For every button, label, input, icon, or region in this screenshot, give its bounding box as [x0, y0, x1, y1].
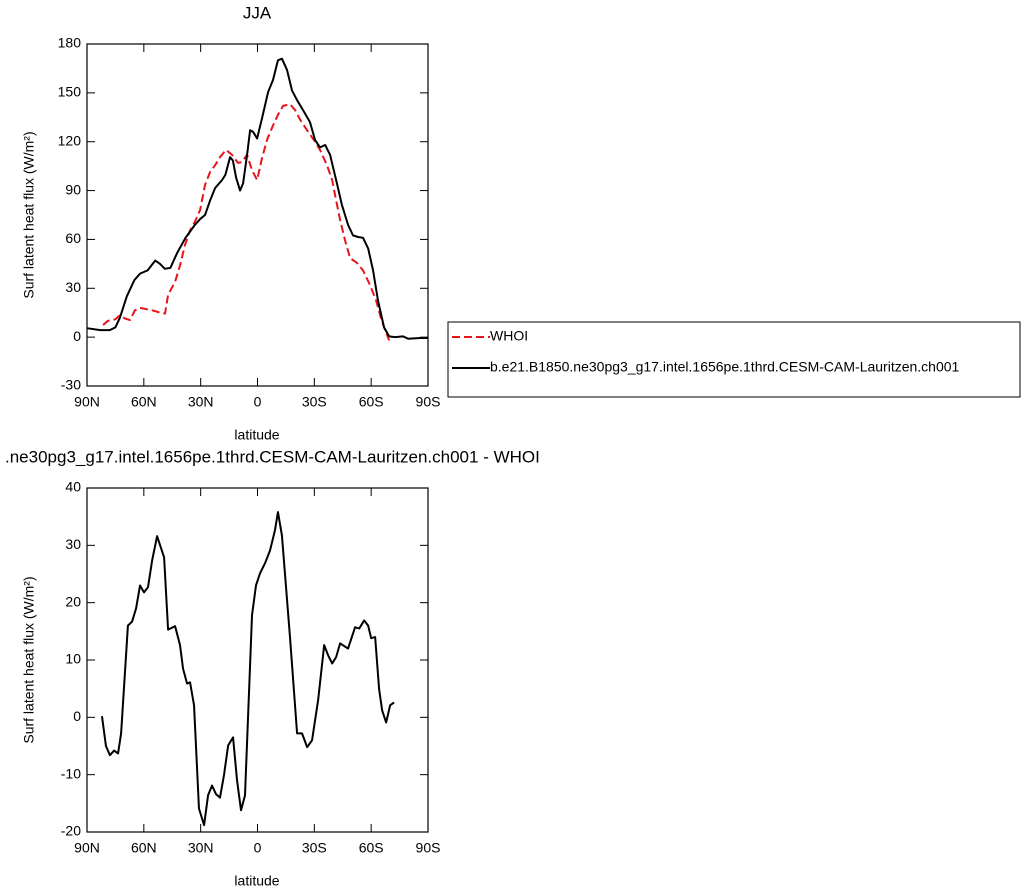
- x-tick-label: 0: [254, 840, 262, 856]
- y-tick-label: 10: [65, 651, 81, 667]
- plot-frame: [86, 43, 429, 387]
- y-tick-label: 40: [65, 479, 81, 495]
- y-axis-label: Surf latent heat flux (W/m²): [21, 131, 37, 298]
- x-tick-label: 30S: [302, 840, 327, 856]
- x-tick-label: 30N: [188, 840, 214, 856]
- y-axis-label: Surf latent heat flux (W/m²): [21, 576, 37, 743]
- x-tick-label: 60S: [359, 840, 384, 856]
- y-tick-label: 0: [73, 328, 81, 344]
- data-line: [100, 511, 395, 827]
- y-tick-label: 150: [58, 84, 82, 100]
- legend-box: [447, 321, 1021, 398]
- x-tick-label: 60S: [359, 394, 384, 410]
- x-tick-label: 0: [254, 394, 262, 410]
- y-tick-label: -10: [61, 765, 81, 781]
- chart-title: .ne30pg3_g17.intel.1656pe.1thrd.CESM-CAM…: [5, 447, 540, 466]
- x-tick-label: 60N: [131, 394, 157, 410]
- x-tick-label: 60N: [131, 840, 157, 856]
- x-tick-label: 90S: [416, 394, 441, 410]
- y-tick-label: -20: [61, 823, 81, 839]
- y-tick-label: 30: [65, 279, 81, 295]
- y-tick-label: 90: [65, 181, 81, 197]
- y-tick-label: -30: [61, 377, 81, 393]
- x-axis-label: latitude: [234, 873, 279, 889]
- x-tick-label: 30S: [302, 394, 327, 410]
- y-tick-label: 30: [65, 536, 81, 552]
- y-tick-label: 180: [58, 35, 82, 51]
- data-line: [86, 57, 428, 340]
- chart-title: JJA: [243, 3, 272, 22]
- x-tick-label: 90N: [74, 840, 100, 856]
- x-tick-label: 90S: [416, 840, 441, 856]
- data-line: [102, 103, 391, 341]
- x-tick-label: 30N: [188, 394, 214, 410]
- y-tick-label: 60: [65, 230, 81, 246]
- legend-label: b.e21.B1850.ne30pg3_g17.intel.1656pe.1th…: [490, 359, 960, 375]
- y-tick-label: 0: [73, 708, 81, 724]
- y-tick-label: 120: [58, 132, 82, 148]
- y-tick-label: 20: [65, 593, 81, 609]
- x-tick-label: 90N: [74, 394, 100, 410]
- legend-label: WHOI: [490, 328, 528, 344]
- x-axis-label: latitude: [234, 427, 279, 443]
